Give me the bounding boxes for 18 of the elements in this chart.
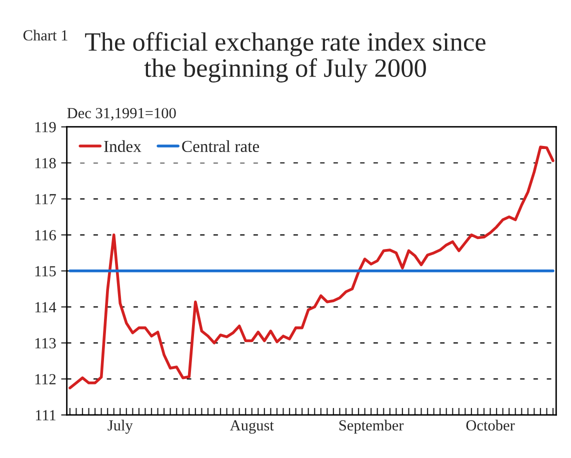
y-tick-label: 119 bbox=[35, 122, 56, 132]
y-tick-label: 112 bbox=[35, 374, 56, 384]
y-tick-label: 111 bbox=[36, 410, 56, 420]
legend-label: Central rate bbox=[182, 140, 260, 152]
y-tick-label: 113 bbox=[35, 338, 56, 348]
y-tick-label: 114 bbox=[35, 302, 56, 312]
x-tick-label: July bbox=[108, 420, 133, 434]
y-axis-title: Dec 31,1991=100 bbox=[67, 108, 176, 120]
x-tick-label: September bbox=[339, 420, 404, 434]
caption: Chart 1 bbox=[23, 30, 68, 41]
x-tick-label: October bbox=[466, 420, 515, 431]
y-tick-label: 117 bbox=[35, 194, 56, 204]
chart-title: The official exchange rate index since the beginning of July 2000 bbox=[85, 32, 486, 82]
y-tick-label: 118 bbox=[35, 158, 56, 168]
legend-label: Index bbox=[104, 140, 142, 152]
x-tick-label: August bbox=[230, 420, 274, 434]
y-tick-label: 116 bbox=[35, 230, 56, 240]
y-tick-label: 115 bbox=[35, 266, 56, 276]
